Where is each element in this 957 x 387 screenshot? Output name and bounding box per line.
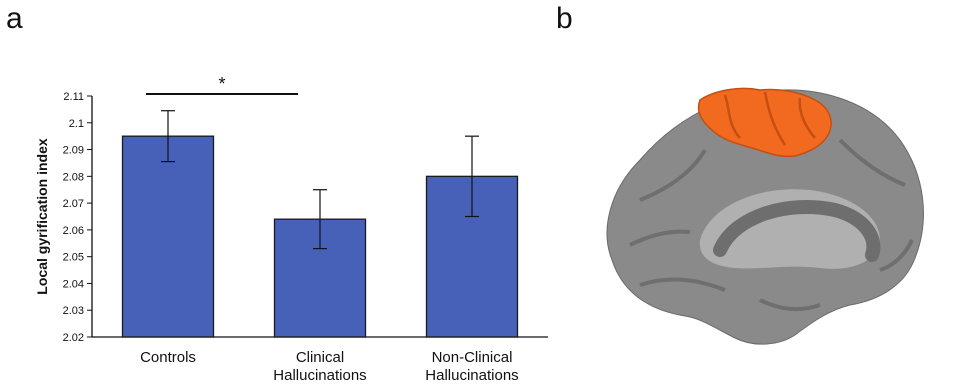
highlight-gyrus xyxy=(723,94,741,139)
significance-marker: * xyxy=(218,74,225,94)
highlight-gyrus xyxy=(798,97,816,139)
corpus-callosum xyxy=(713,200,881,262)
sulcus xyxy=(879,239,914,272)
highlight-gyrus xyxy=(763,91,787,146)
y-tick-label: 2.1 xyxy=(69,118,84,130)
sulcus xyxy=(639,277,726,292)
y-tick-label: 2.09 xyxy=(63,145,84,157)
brain-illustration xyxy=(606,87,924,345)
bar-0 xyxy=(121,135,215,338)
y-tick-label: 2.05 xyxy=(63,252,84,264)
category-label: Hallucinations xyxy=(273,367,366,384)
sulcus xyxy=(838,138,906,187)
chart-layer: 2.02 2.03 2.04 2.05 2.06 2.07 2.08 2.09 2.1 2.11 L… xyxy=(34,74,548,384)
category-label: Controls xyxy=(140,349,196,366)
sulcus xyxy=(639,148,707,202)
category-label: Clinical xyxy=(296,349,344,366)
category-label: Hallucinations xyxy=(425,367,518,384)
highlight-region xyxy=(697,87,832,158)
panel-label-b: b xyxy=(556,2,573,35)
y-tick-label: 2.08 xyxy=(63,171,84,183)
y-tick-label: 2.07 xyxy=(63,198,84,210)
sulcus xyxy=(629,229,691,247)
y-tick-label: 2.02 xyxy=(63,332,84,344)
y-tick-label: 2.04 xyxy=(63,278,84,290)
y-tick-label: 2.06 xyxy=(63,225,84,237)
y-axis-label: Local gyrification index xyxy=(34,138,50,295)
y-tick-label: 2.11 xyxy=(63,91,84,103)
y-tick-label: 2.03 xyxy=(63,305,84,317)
category-label: Non-Clinical xyxy=(432,349,513,366)
panel-label-a: a xyxy=(6,2,23,35)
sulcus xyxy=(759,298,821,312)
